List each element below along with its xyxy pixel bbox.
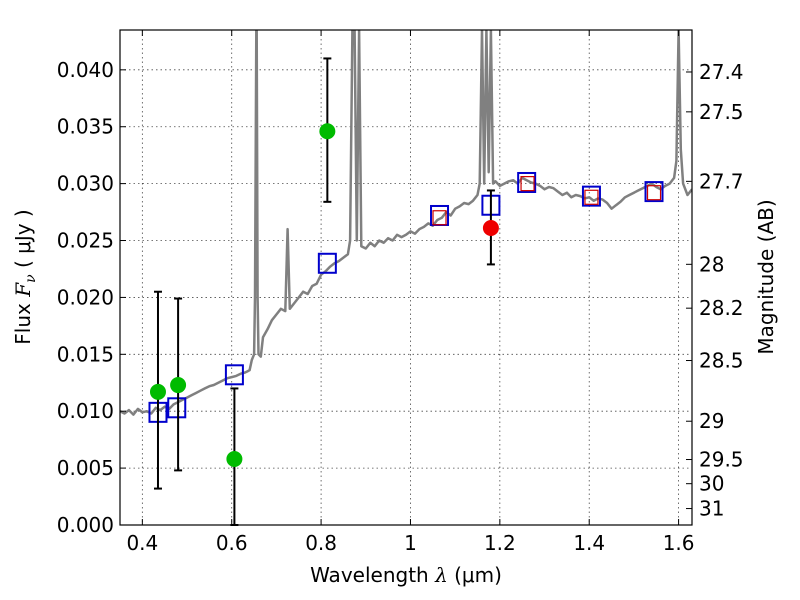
y-tick-label: 0.000 xyxy=(57,513,114,537)
y-tick-label: 0.005 xyxy=(57,456,114,480)
x-tick-label: 1.6 xyxy=(663,531,695,555)
plot-area xyxy=(120,30,692,416)
model_sed-line xyxy=(120,30,692,416)
x-tick-label: 1.4 xyxy=(573,531,605,555)
mag-tick-label: 27.5 xyxy=(699,100,744,124)
y-tick-label: 0.035 xyxy=(57,115,114,139)
mag-tick-label: 28 xyxy=(699,252,724,276)
mag-tick-label: 30 xyxy=(699,472,724,496)
plot-frame xyxy=(119,29,693,526)
y-axis-label: Flux Fν ( μJy ) xyxy=(11,209,39,344)
model-square xyxy=(517,171,537,193)
mag-tick-label: 31 xyxy=(699,497,724,521)
red-square xyxy=(646,185,662,201)
red-square xyxy=(520,176,535,192)
y-tick-label: 0.030 xyxy=(57,172,114,196)
mag-tick-label: 27.4 xyxy=(699,60,744,84)
mag-tick-label: 28.5 xyxy=(699,349,744,373)
mag-tick-label: 27.7 xyxy=(699,169,744,193)
model-square xyxy=(224,364,244,386)
y-tick-label: 0.020 xyxy=(57,285,114,309)
y-tick-label: 0.040 xyxy=(57,58,114,82)
data-point xyxy=(319,123,336,140)
model-square xyxy=(581,185,601,207)
y-axis-label-pre: Flux xyxy=(11,297,35,345)
x-tick-label: 0.6 xyxy=(216,531,248,555)
red-square xyxy=(584,189,599,205)
mag-tick-label: 28.2 xyxy=(699,296,744,320)
grid-lines xyxy=(120,30,692,526)
x-tick-label: 0.4 xyxy=(126,531,158,555)
axes: 0.4 0.6 0.8 1 1.2 1.4 1.6 0.000 0.005 0.010 0.015 0… xyxy=(57,29,744,555)
x-tick-label: 1 xyxy=(404,531,417,555)
y-tick-label: 0.015 xyxy=(57,342,114,366)
y-axis-label-post: ( μJy ) xyxy=(11,209,35,274)
data-point xyxy=(482,220,499,236)
x-tick-label: 1.2 xyxy=(484,531,516,555)
mag-tick-label: 29 xyxy=(699,409,724,433)
data-point xyxy=(226,451,243,467)
mag-tick-label: 29.5 xyxy=(699,448,744,472)
model-square xyxy=(167,397,187,419)
x-axis-label-symbol: λ xyxy=(434,563,448,587)
y-tick-label: 0.010 xyxy=(57,399,114,423)
x-tick-label: 0.8 xyxy=(305,531,337,555)
y2-axis-label: Magnitude (AB) xyxy=(754,199,778,354)
y-tick-label: 0.025 xyxy=(57,229,114,253)
x-axis-label-pre: Wavelength xyxy=(310,563,435,587)
data-point xyxy=(170,377,187,394)
data-point xyxy=(149,383,166,400)
markers xyxy=(148,57,664,526)
model-square xyxy=(317,252,337,274)
red-square xyxy=(432,210,447,226)
y-axis-label-subscript: ν xyxy=(23,274,39,283)
x-axis-label-post: (μm) xyxy=(448,563,502,587)
y-axis-label-symbol: F xyxy=(11,282,35,298)
model-square xyxy=(644,181,664,203)
x-axis-label: Wavelength λ (μm) xyxy=(310,563,502,587)
